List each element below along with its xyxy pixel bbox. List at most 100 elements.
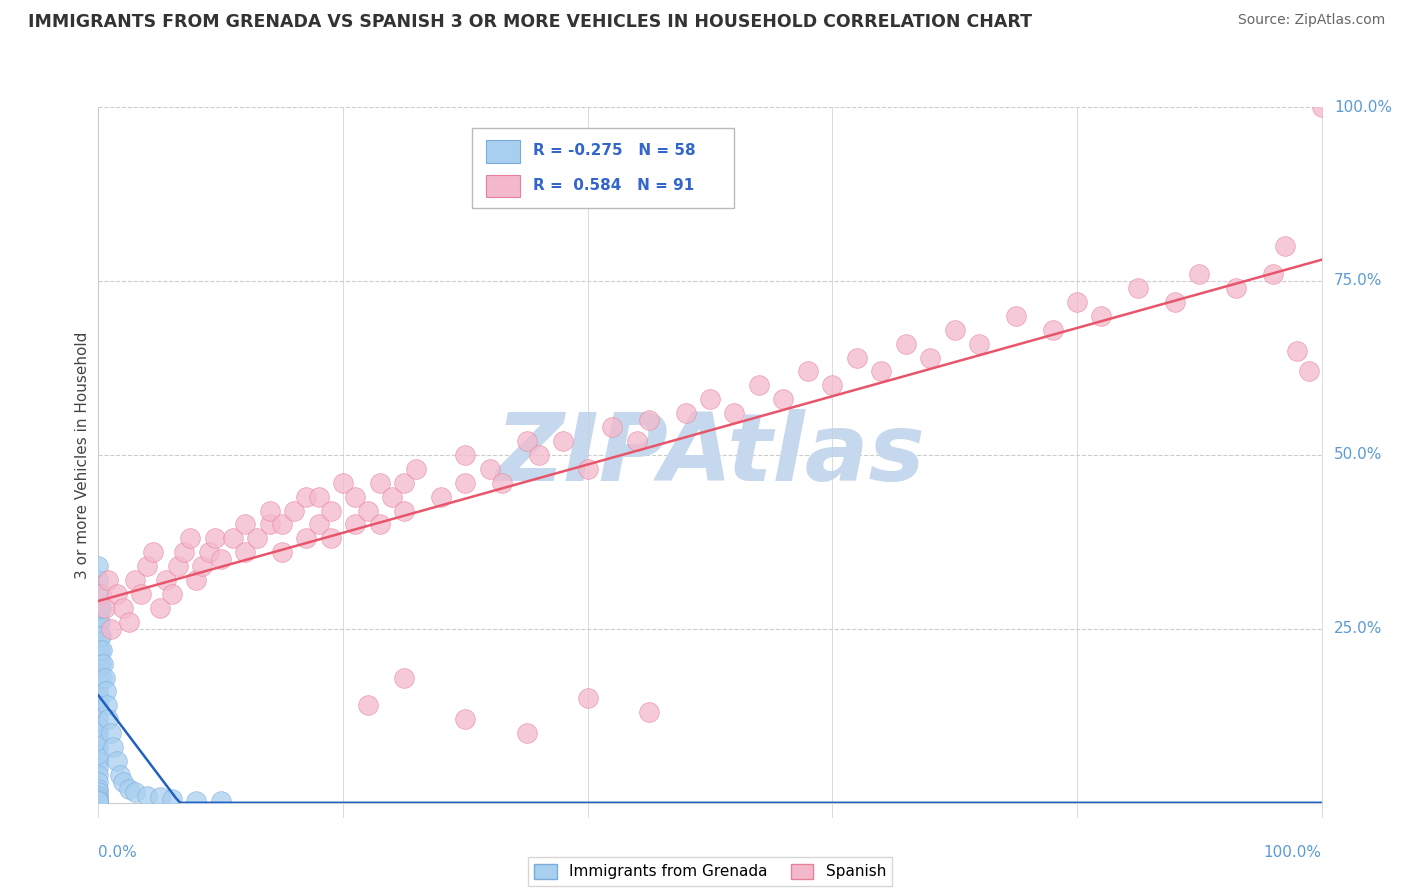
Point xyxy=(91,657,114,671)
Point xyxy=(118,781,141,796)
Point xyxy=(920,351,942,365)
Point xyxy=(87,740,110,755)
Point xyxy=(295,532,318,546)
Point xyxy=(87,698,110,713)
Point xyxy=(344,517,367,532)
Point xyxy=(87,573,110,587)
Point xyxy=(1274,239,1296,253)
Point xyxy=(160,792,183,806)
Point xyxy=(576,691,599,706)
Point xyxy=(491,475,513,490)
Point xyxy=(405,462,427,476)
Point xyxy=(87,781,110,796)
Point xyxy=(270,517,294,532)
Point xyxy=(93,671,115,685)
Point xyxy=(356,698,378,713)
Point xyxy=(87,775,110,789)
Point xyxy=(637,706,661,720)
Point xyxy=(368,517,391,532)
Point xyxy=(96,698,118,713)
Point xyxy=(516,434,538,448)
Point xyxy=(101,740,124,755)
Point xyxy=(1066,294,1088,309)
Point xyxy=(209,552,232,566)
Point xyxy=(155,573,177,587)
Point xyxy=(100,622,122,636)
Point xyxy=(105,587,128,601)
Point xyxy=(87,792,110,806)
Point xyxy=(454,712,477,726)
Text: Source: ZipAtlas.com: Source: ZipAtlas.com xyxy=(1237,13,1385,28)
Point xyxy=(308,517,330,532)
Point xyxy=(209,794,232,808)
Point xyxy=(197,545,219,559)
Point xyxy=(1128,281,1150,295)
Point xyxy=(90,629,112,643)
Point xyxy=(105,754,128,768)
Point xyxy=(87,785,110,799)
Point xyxy=(87,794,110,808)
Point xyxy=(344,490,367,504)
Point xyxy=(454,475,477,490)
Point xyxy=(87,768,110,782)
Point xyxy=(204,532,226,546)
Point xyxy=(308,490,330,504)
Point xyxy=(100,726,122,740)
Point xyxy=(222,532,245,546)
Point xyxy=(160,587,183,601)
Point xyxy=(576,462,599,476)
Point xyxy=(87,747,110,761)
Point xyxy=(87,642,110,657)
Point xyxy=(97,712,120,726)
Text: R =  0.584   N = 91: R = 0.584 N = 91 xyxy=(533,178,695,194)
Text: 0.0%: 0.0% xyxy=(98,845,138,860)
Point xyxy=(89,615,111,629)
Point xyxy=(748,378,770,392)
Point xyxy=(319,532,342,546)
Bar xyxy=(486,140,520,162)
Point xyxy=(259,503,281,517)
Point xyxy=(167,559,190,574)
Point xyxy=(1225,281,1247,295)
Point xyxy=(87,719,110,733)
Point xyxy=(454,448,477,462)
Point xyxy=(870,364,893,378)
Point xyxy=(87,671,110,685)
Point xyxy=(97,573,120,587)
Point xyxy=(527,448,550,462)
Point xyxy=(821,378,844,392)
Point xyxy=(91,671,114,685)
Point xyxy=(392,503,416,517)
Point xyxy=(1042,323,1064,337)
Point xyxy=(142,545,165,559)
Y-axis label: 3 or more Vehicles in Household: 3 or more Vehicles in Household xyxy=(75,331,90,579)
Point xyxy=(93,601,115,615)
Point xyxy=(392,475,416,490)
Point xyxy=(173,545,195,559)
Point xyxy=(87,691,110,706)
Point xyxy=(295,490,318,504)
Point xyxy=(87,615,110,629)
Point xyxy=(136,559,159,574)
Point xyxy=(124,573,146,587)
Point xyxy=(1310,100,1333,114)
Point xyxy=(186,573,208,587)
Text: 75.0%: 75.0% xyxy=(1334,274,1382,288)
Point xyxy=(626,434,648,448)
Point xyxy=(1286,343,1309,358)
Point xyxy=(179,532,201,546)
Point xyxy=(319,503,342,517)
Point xyxy=(600,420,623,434)
Bar xyxy=(486,175,520,197)
Point xyxy=(89,642,111,657)
Point xyxy=(87,587,110,601)
Point xyxy=(89,629,111,643)
Point xyxy=(87,789,110,803)
Point xyxy=(516,726,538,740)
Text: R = -0.275   N = 58: R = -0.275 N = 58 xyxy=(533,144,696,159)
Point xyxy=(118,615,141,629)
Text: ZIPAtlas: ZIPAtlas xyxy=(495,409,925,501)
Point xyxy=(89,657,111,671)
Point xyxy=(894,336,917,351)
Point xyxy=(87,761,110,775)
